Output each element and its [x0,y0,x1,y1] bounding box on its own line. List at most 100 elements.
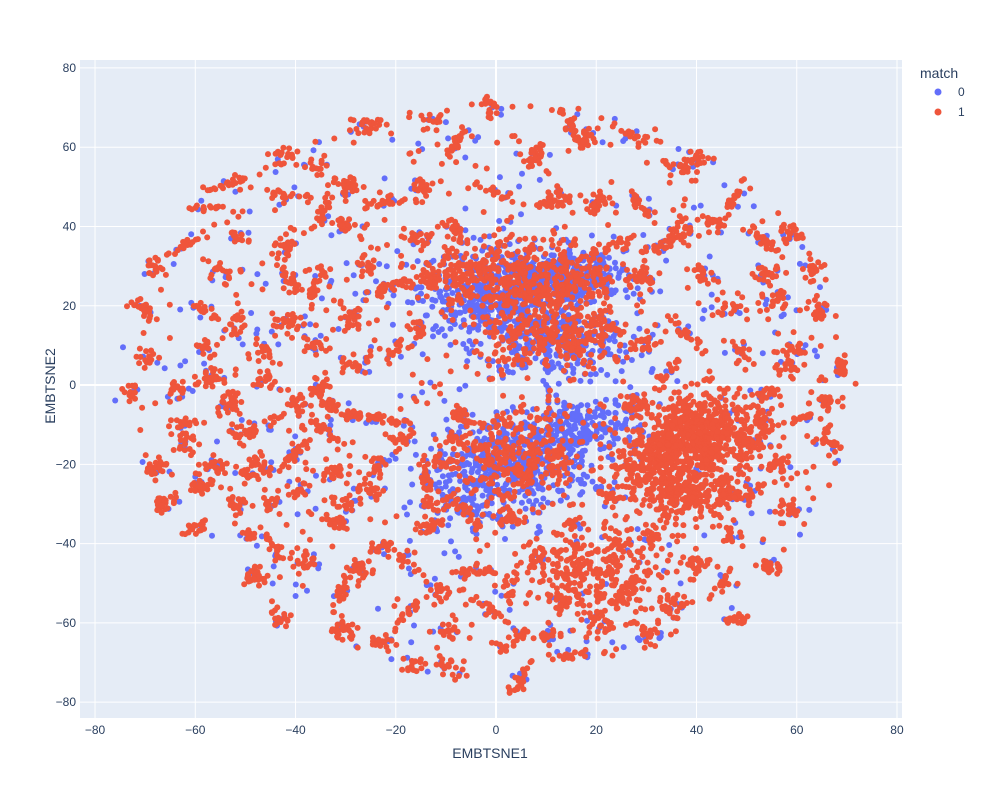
point-match-1 [680,522,687,529]
point-match-1 [494,239,501,246]
point-match-0 [620,358,627,365]
point-match-1 [500,410,507,417]
point-match-0 [428,445,435,452]
point-match-1 [675,472,682,478]
point-match-1 [673,450,680,457]
point-match-1 [667,485,673,492]
point-match-0 [185,385,192,392]
point-match-1 [692,516,699,522]
point-match-1 [512,335,519,341]
point-match-1 [546,302,553,309]
point-match-1 [713,453,720,460]
point-match-0 [441,550,448,557]
point-match-1 [571,314,577,321]
point-match-1 [510,481,517,488]
point-match-0 [624,294,631,301]
point-match-0 [474,286,481,293]
point-match-0 [577,377,584,384]
point-match-0 [599,139,606,146]
point-match-1 [535,594,542,601]
point-match-1 [693,524,700,531]
point-match-1 [673,568,680,575]
point-match-1 [629,490,636,496]
point-match-1 [674,459,681,466]
point-match-0 [584,617,590,624]
point-match-1 [502,459,509,466]
point-match-0 [188,231,195,238]
point-match-1 [182,531,189,538]
point-match-1 [504,274,511,281]
point-match-1 [525,467,532,473]
point-match-0 [447,325,454,332]
point-match-1 [572,287,579,294]
point-match-1 [631,461,638,468]
point-match-0 [814,353,820,360]
point-match-1 [645,586,652,593]
point-match-1 [556,452,562,459]
point-match-1 [200,206,207,213]
point-match-1 [448,307,455,314]
point-match-1 [526,458,533,464]
point-match-0 [748,510,755,517]
point-match-1 [737,448,744,455]
point-match-0 [455,553,462,560]
point-match-1 [689,494,696,501]
point-match-0 [466,328,473,335]
point-match-0 [390,292,397,299]
point-match-0 [437,293,444,300]
point-match-0 [394,248,401,255]
point-match-0 [701,307,708,314]
point-match-1 [722,403,729,410]
point-match-1 [551,230,558,237]
point-match-0 [762,301,769,308]
point-match-0 [411,438,418,445]
point-match-0 [419,351,426,358]
point-match-1 [212,205,219,212]
point-match-0 [460,317,467,324]
point-match-1 [540,285,547,292]
point-match-1 [531,311,538,318]
point-match-1 [640,467,647,474]
point-match-1 [639,585,646,592]
point-match-1 [156,463,163,470]
point-match-1 [532,320,539,327]
point-match-0 [460,341,467,347]
point-match-1 [675,389,682,396]
point-match-0 [555,380,562,387]
point-match-1 [564,270,570,277]
point-match-1 [547,387,553,394]
point-match-0 [721,182,728,189]
point-match-0 [429,296,436,303]
point-match-1 [588,351,595,358]
point-match-1 [592,547,599,554]
point-match-1 [560,250,567,257]
point-match-1 [598,579,605,586]
point-match-1 [587,583,593,590]
point-match-1 [563,567,570,574]
point-match-0 [457,423,464,430]
point-match-1 [640,578,647,585]
point-match-0 [350,272,357,279]
point-match-0 [649,366,656,372]
point-match-0 [618,368,625,375]
point-match-1 [564,290,571,297]
point-match-1 [527,539,533,546]
point-match-1 [586,263,593,270]
point-match-1 [530,462,537,469]
point-match-1 [488,297,495,304]
point-match-0 [567,427,574,434]
point-match-0 [608,419,615,426]
point-match-1 [156,354,163,361]
point-match-1 [656,412,663,419]
point-match-0 [592,413,599,420]
point-match-0 [811,347,818,354]
point-match-1 [485,356,492,363]
point-match-1 [496,226,502,233]
point-match-1 [510,300,517,307]
point-match-1 [550,313,557,320]
point-match-0 [197,314,204,321]
point-match-1 [437,262,444,269]
point-match-1 [650,469,657,476]
point-match-0 [468,469,475,476]
point-match-1 [524,569,531,576]
